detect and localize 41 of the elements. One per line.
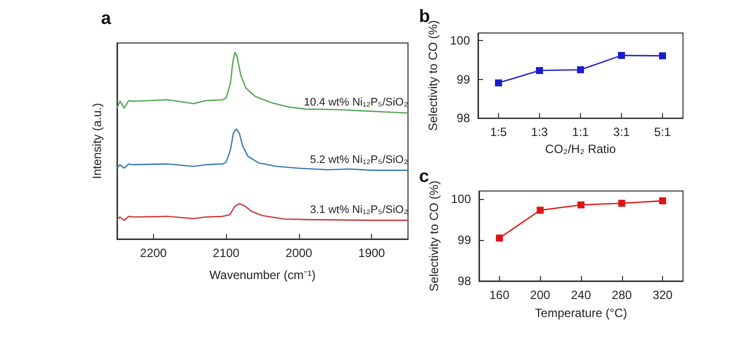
y-tick-label: 100 bbox=[450, 34, 470, 48]
x-tick-label: 200 bbox=[530, 288, 551, 302]
y-tick-label: 98 bbox=[458, 274, 472, 288]
point bbox=[536, 67, 543, 74]
x-tick-label: 320 bbox=[652, 288, 673, 302]
point bbox=[496, 234, 503, 242]
series-label: 3.1 wt% Ni₁₂P₅/SiO₂ bbox=[310, 204, 408, 216]
x-tick-label: 240 bbox=[570, 288, 592, 302]
point bbox=[618, 52, 625, 59]
x-tick-label: 5:1 bbox=[654, 125, 672, 140]
x-axis-title: Temperature (°C) bbox=[534, 306, 628, 320]
x-tick-label: 2100 bbox=[212, 246, 240, 260]
x-tick-label: 1:1 bbox=[572, 125, 590, 140]
y-axis-title: Intensity (a.u.) bbox=[90, 102, 104, 180]
x-axis-title: CO₂/H₂ Ratio bbox=[545, 142, 616, 156]
x-tick-label: 3:1 bbox=[613, 125, 630, 140]
series-label: 5.2 wt% Ni₁₂P₅/SiO₂ bbox=[310, 154, 408, 166]
y-tick-label: 99 bbox=[458, 233, 472, 248]
point bbox=[578, 201, 584, 208]
x-tick-label: 2200 bbox=[140, 246, 168, 260]
x-axis-title: Wavenumber (cm⁻¹) bbox=[209, 268, 316, 282]
x-tick-label: 1900 bbox=[358, 246, 386, 260]
series-label: 10.4 wt% Ni₁₂P₅/SiO₂ bbox=[304, 96, 408, 108]
chart-title: b bbox=[419, 6, 430, 26]
y-tick-label: 98 bbox=[456, 111, 470, 126]
y-tick-label: 100 bbox=[450, 192, 472, 206]
chart-title: c bbox=[419, 166, 430, 186]
x-tick-label: 280 bbox=[612, 288, 632, 302]
point bbox=[577, 66, 584, 74]
x-tick-label: 160 bbox=[489, 288, 510, 302]
point bbox=[495, 79, 502, 86]
chart-title: a bbox=[101, 8, 112, 28]
x-tick-label: 1:5 bbox=[490, 125, 508, 140]
y-tick-label: 99 bbox=[456, 72, 470, 86]
x-tick-label: 1:3 bbox=[531, 125, 548, 140]
x-tick-label: 2000 bbox=[286, 246, 313, 260]
point bbox=[659, 52, 666, 60]
y-axis-title: Selectivity to CO (%) bbox=[427, 180, 442, 292]
point bbox=[659, 197, 666, 204]
point bbox=[536, 206, 544, 214]
point bbox=[618, 200, 626, 207]
